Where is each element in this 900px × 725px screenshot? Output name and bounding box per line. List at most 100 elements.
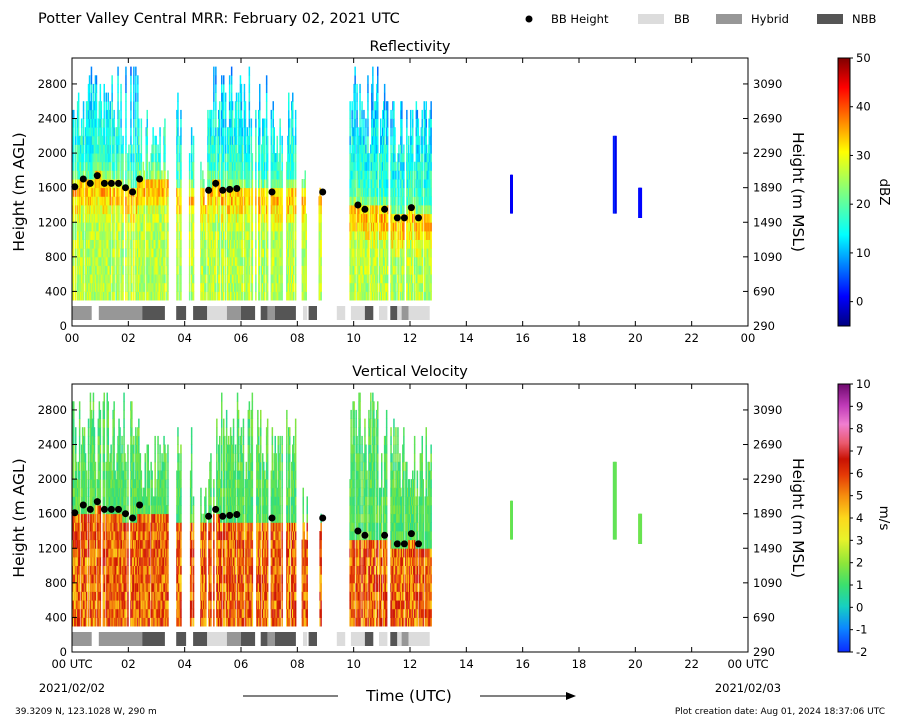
echo-cell [424,274,426,284]
echo-cell [354,83,356,93]
echo-cell [72,144,74,154]
echo-cell [361,291,363,301]
echo-cell [163,161,165,171]
echo-cell [361,265,363,275]
echo-cell [379,187,381,197]
echo-cell [98,256,101,266]
echo-cell [288,179,290,189]
echo-cell [203,179,205,189]
echo-cell [95,118,98,128]
echo-cell [386,256,389,266]
echo-cell [392,127,394,137]
echo-cell [318,265,320,275]
echo-cell [88,291,91,301]
echo-cell [104,196,106,206]
echo-cell [287,222,289,232]
echo-cell [97,282,100,292]
echo-cell [141,213,144,223]
echo-cell [272,144,274,154]
echo-cell [177,282,179,292]
echo-cell [227,213,230,223]
echo-cell [413,187,416,197]
echo-cell [217,274,219,284]
echo-cell [88,135,91,145]
echo-cell [90,239,93,249]
echo-cell [238,127,241,137]
echo-cell [294,213,297,223]
echo-cell [288,230,290,240]
echo-cell [418,248,421,258]
echo-cell [223,92,225,102]
echo-cell [115,239,117,249]
echo-cell [163,213,165,223]
echo-cell [177,291,179,301]
echo-cell [90,170,93,180]
echo-cell [407,291,409,301]
echo-cell [360,291,362,301]
echo-cell [208,205,210,215]
echo-cell [223,222,225,232]
echo-cell [258,239,260,249]
echo-cell [244,170,247,180]
echo-cell [117,230,119,240]
echo-cell [150,213,152,223]
echo-cell [352,196,354,206]
echo-cell [416,127,419,137]
echo-cell [180,187,182,197]
echo-cell [157,282,159,292]
echo-cell [121,196,123,206]
echo-cell [115,196,117,206]
echo-cell [158,187,160,197]
echo-cell [107,265,109,275]
echo-cell [229,101,232,111]
echo-cell [261,248,263,258]
echo-cell [82,161,85,171]
echo-cell [118,291,120,301]
echo-cell [400,291,402,301]
echo-cell [294,222,297,232]
echo-cell [209,256,211,266]
echo-cell [411,144,413,154]
echo-cell [239,265,242,275]
echo-cell [410,256,412,266]
echo-cell [286,213,288,223]
echo-cell [106,170,108,180]
echo-cell [374,144,376,154]
echo-cell [84,248,87,258]
echo-cell [201,248,203,258]
echo-cell [100,153,103,163]
echo-cell [214,170,216,180]
echo-cell [75,161,77,171]
echo-cell [386,248,389,258]
echo-cell [202,205,204,215]
echo-cell [164,256,166,266]
echo-cell [90,291,93,301]
echo-cell [94,109,97,119]
echo-cell [99,230,102,240]
echo-cell [210,291,212,301]
echo-cell [417,161,420,171]
echo-cell [248,153,251,163]
echo-cell [367,196,369,206]
echo-cell [142,282,145,292]
echo-cell [228,196,231,206]
echo-cell [288,265,290,275]
echo-cell [105,92,107,102]
echo-cell [379,265,381,275]
echo-cell [136,265,138,275]
echo-cell [363,222,365,232]
echo-cell [73,118,75,128]
echo-cell [133,144,135,154]
echo-cell [270,144,273,154]
echo-cell [208,213,210,223]
echo-cell [92,213,95,223]
echo-cell [275,291,277,301]
echo-cell [107,153,109,163]
echo-cell [376,170,378,180]
echo-cell [231,153,234,163]
echo-cell [94,101,97,111]
echo-cell [149,291,151,301]
echo-cell [213,127,215,137]
echo-cell [394,274,396,284]
echo-cell [86,187,89,197]
